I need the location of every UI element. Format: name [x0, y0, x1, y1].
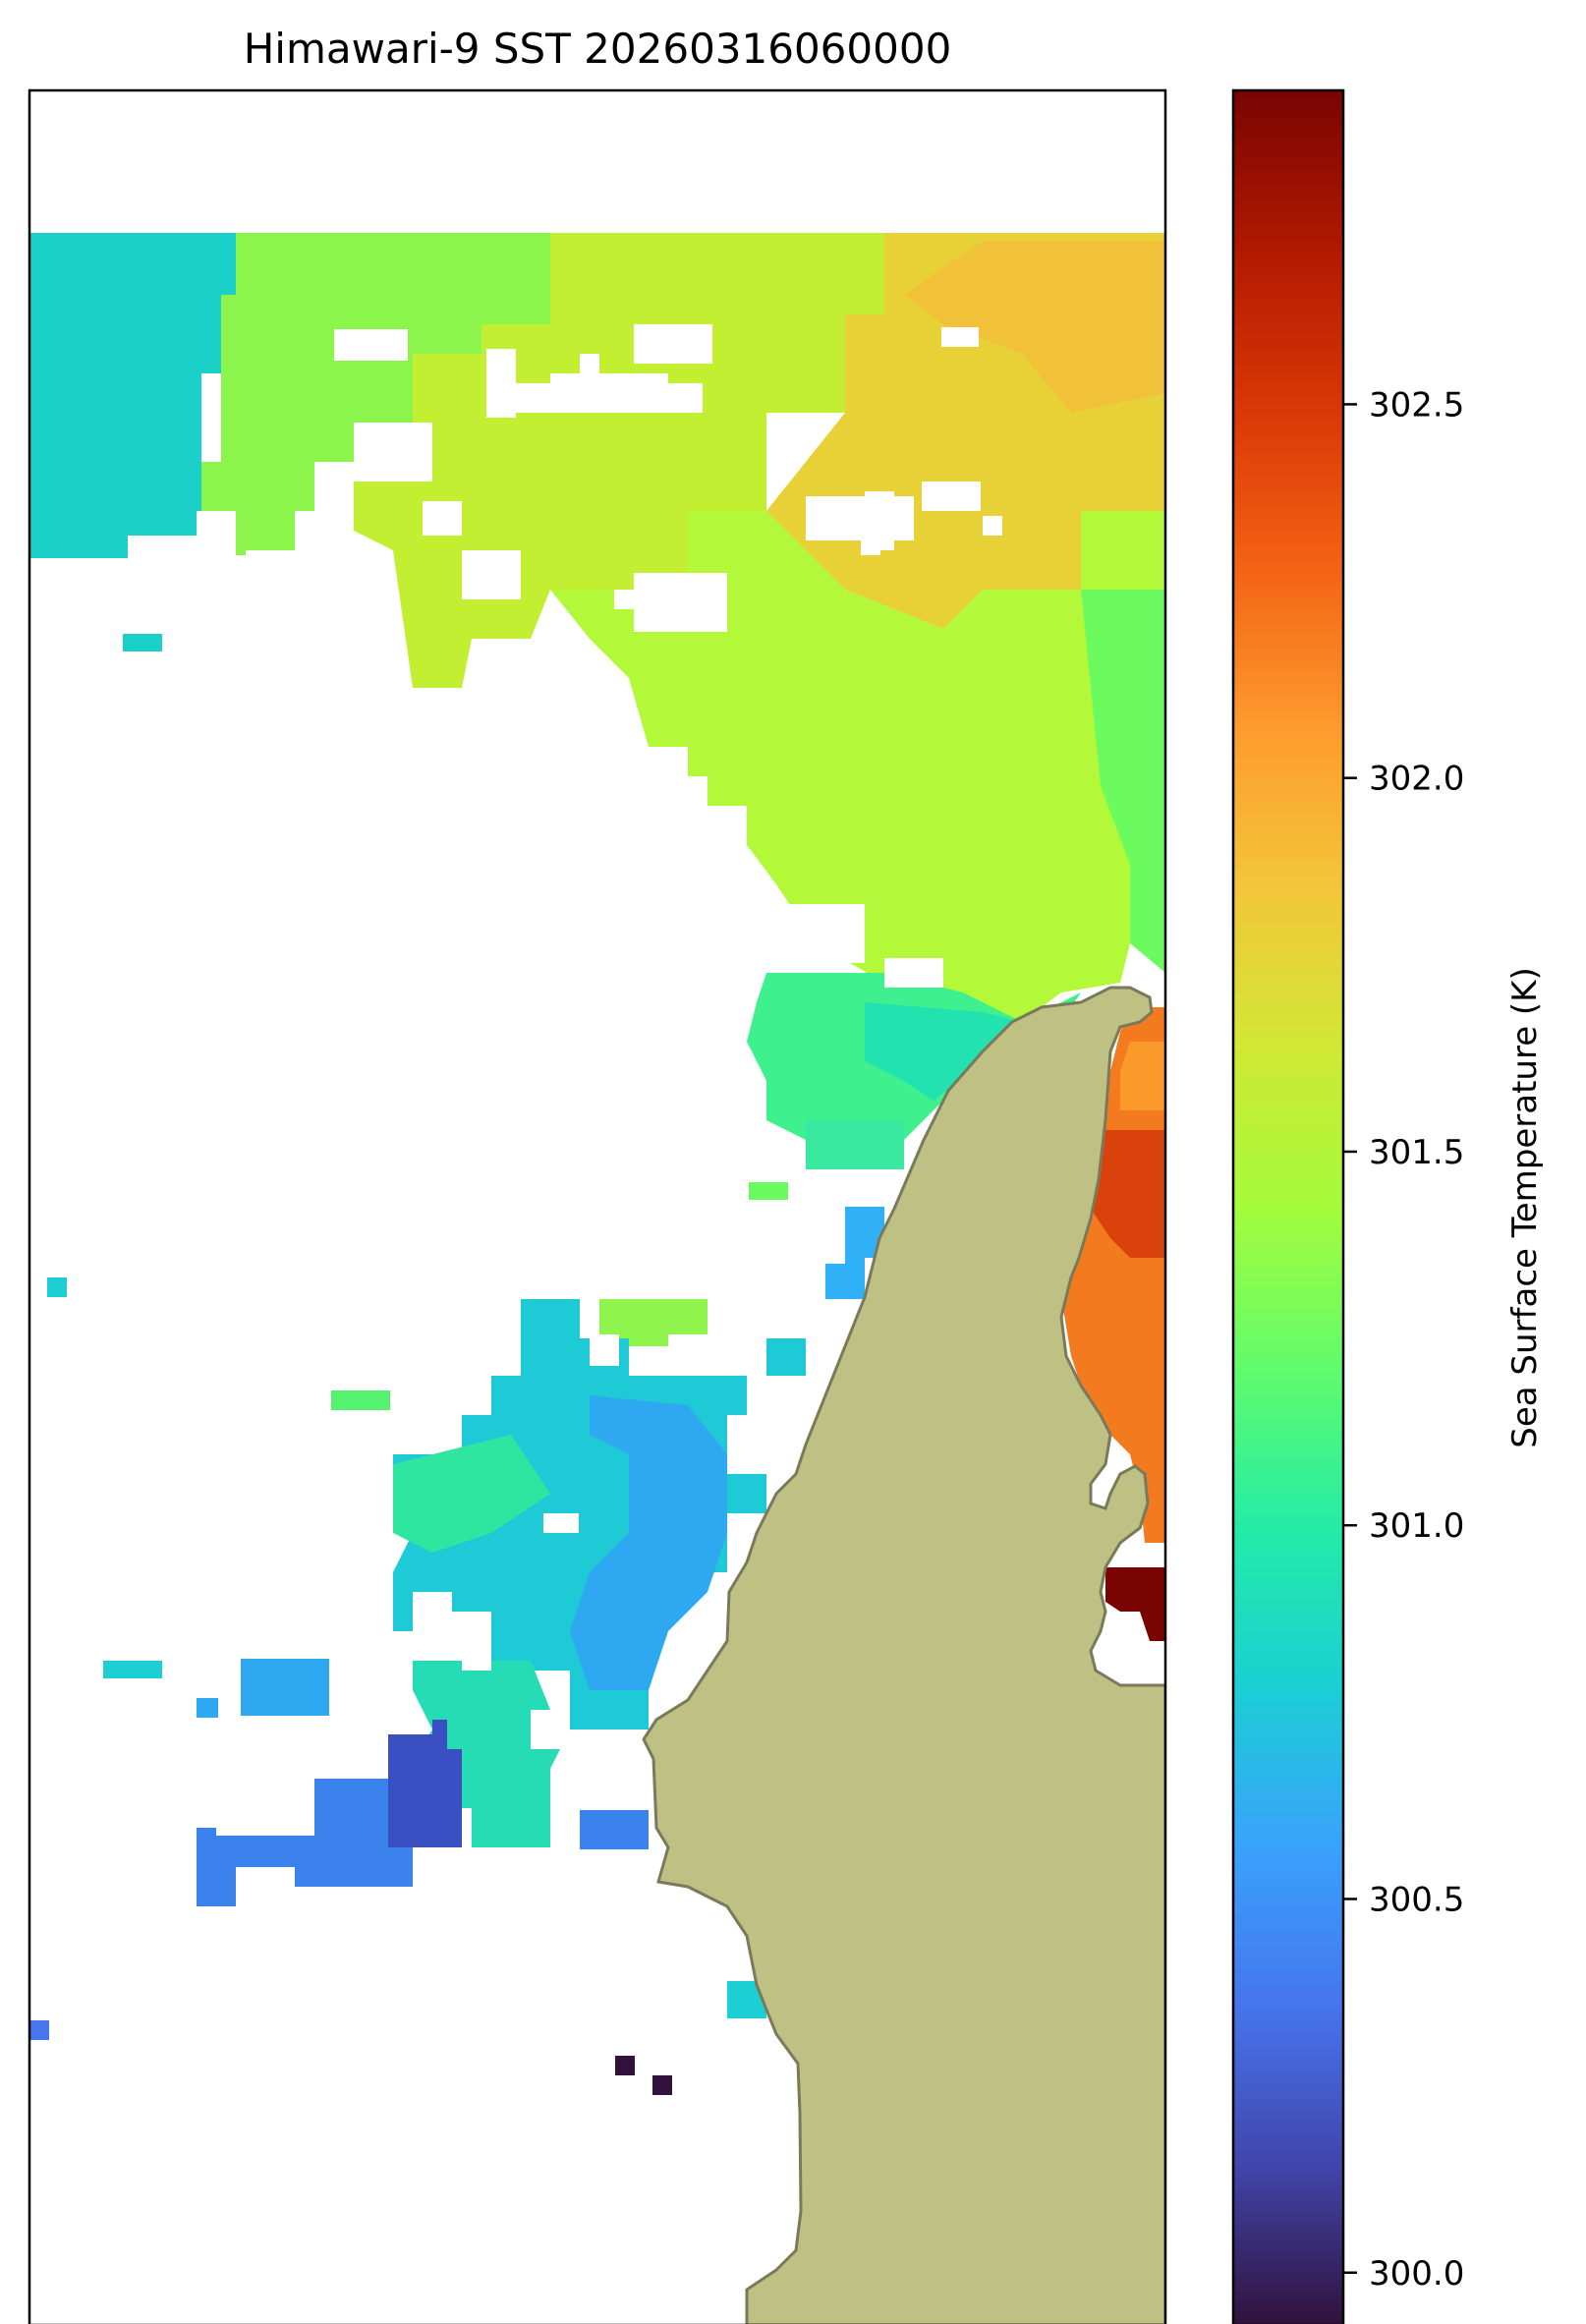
sst-region-east — [550, 511, 1165, 1022]
sst-pixel-w-3 — [197, 1698, 218, 1718]
sst-pixel-dark-1 — [615, 2056, 635, 2075]
cloud-gap — [727, 1415, 766, 1474]
colorbar: 300.0 300.5 301.0 301.5 302.0 302.5 Sea Surfa… — [1231, 88, 1545, 2324]
sst-region-south-central-blue — [570, 1395, 727, 1690]
sst-region-sw-light — [241, 1659, 329, 1716]
cloud-gap — [334, 329, 408, 361]
cloud-gap — [543, 1513, 579, 1533]
land-mass — [642, 986, 1165, 2324]
cloud-gap — [590, 1336, 619, 1366]
cloud-gap — [413, 1592, 452, 1631]
cloud-gap — [580, 354, 599, 383]
sst-pixel-w-4 — [29, 2020, 49, 2040]
sst-region-coastal-blue — [825, 1207, 884, 1299]
sst-region-coast-strip — [806, 1120, 904, 1169]
sst-pixel-green-1 — [331, 1390, 390, 1410]
sst-pixel-dark-2 — [652, 2075, 672, 2095]
sst-pixel-blue-1 — [580, 1810, 649, 1849]
cloud-gap — [295, 511, 354, 536]
sst-pixel-nw-1 — [123, 634, 162, 652]
colorbar-tick-label: 300.0 — [1369, 2254, 1464, 2294]
cloud-gap — [570, 806, 599, 845]
colorbar-tick-label: 301.0 — [1369, 1506, 1464, 1546]
cloud-gap — [806, 904, 865, 963]
cloud-gap — [614, 590, 653, 609]
sst-field — [29, 233, 1165, 2095]
sst-region-south-central — [393, 1299, 806, 1729]
sst-pixel-w-2 — [103, 1661, 162, 1678]
cloud-gap — [983, 516, 1002, 536]
map-title: Himawari-9 SST 20260316060000 — [244, 25, 952, 73]
sst-pixel-w-1 — [47, 1277, 67, 1297]
colorbar-gradient — [1233, 90, 1343, 2324]
colorbar-frame — [1231, 88, 1345, 2324]
sst-region-east-green — [1081, 590, 1165, 973]
sst-region-inlet-red — [1091, 1130, 1165, 1258]
colorbar-tick-label: 300.5 — [1369, 1880, 1464, 1919]
map-frame — [28, 88, 1167, 2324]
cloud-gap — [462, 550, 521, 599]
cloud-gap — [634, 324, 712, 364]
sst-pixel-green-2 — [749, 1182, 788, 1200]
colorbar-tick-label: 302.5 — [1369, 385, 1464, 425]
sst-region-central-cyan — [865, 1002, 1022, 1101]
sst-region-nc — [201, 233, 550, 555]
sst-region-inlet-hot — [1105, 1567, 1165, 1641]
cloud-gap — [941, 327, 979, 347]
cloud-gap — [462, 1631, 491, 1671]
cloud-gap — [246, 550, 295, 575]
colorbar-label: Sea Surface Temperature (K) — [1505, 967, 1545, 1447]
cloud-gap — [806, 496, 914, 540]
colorbar-tick-label: 302.0 — [1369, 760, 1464, 799]
sst-region-ne-warm — [904, 241, 1165, 413]
cloud-gap — [423, 501, 462, 536]
cloud-gap — [550, 373, 668, 403]
sst-region-green-strip — [599, 1299, 708, 1346]
cloud-gap — [388, 442, 413, 482]
sst-region-south-central-green — [393, 1435, 550, 1553]
cloud-gaps — [246, 324, 1002, 1749]
cloud-gap — [609, 825, 649, 865]
cloud-gap — [531, 1710, 570, 1749]
colorbar-tick-label: 301.5 — [1369, 1133, 1464, 1172]
sst-region-sw-dark — [388, 1720, 462, 1847]
colorbar-ticks: 300.0 300.5 301.0 301.5 302.0 302.5 — [1343, 385, 1464, 2294]
peninsula-land — [642, 986, 1165, 2324]
cloud-gap — [861, 536, 880, 555]
map-plot-area — [29, 90, 1165, 2324]
cloud-gap — [922, 482, 981, 511]
sst-region-nw — [29, 233, 236, 558]
cloud-gap — [688, 806, 747, 865]
sst-region-inlet-orange — [1120, 1042, 1165, 1110]
cloud-gap — [884, 958, 943, 988]
